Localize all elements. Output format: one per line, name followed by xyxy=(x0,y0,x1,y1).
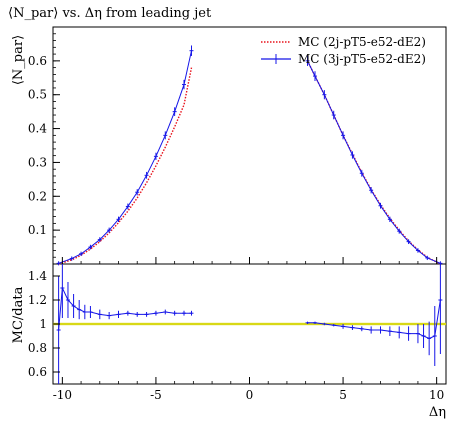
ratio-y-axis-label: MC/data xyxy=(11,286,26,343)
x-tick-label: 10 xyxy=(429,388,444,402)
ratio-y-tick-label: 1.2 xyxy=(28,293,47,307)
y-tick-label: 0.3 xyxy=(28,155,47,169)
x-tick-label: 0 xyxy=(246,388,254,402)
y-tick-label: 0.5 xyxy=(28,88,47,102)
x-axis-label: Δη xyxy=(429,405,446,420)
ratio-y-tick-label: 0.8 xyxy=(28,341,47,355)
y-tick-label: 0.6 xyxy=(28,54,47,68)
y-tick-label: 0.1 xyxy=(28,223,47,237)
y-tick-label: 0.4 xyxy=(28,122,47,136)
x-tick-label: -10 xyxy=(53,388,72,402)
x-tick-label: -5 xyxy=(150,388,162,402)
series-2-line-left xyxy=(58,50,192,264)
ratio-y-tick-label: 1 xyxy=(39,317,47,331)
y-tick-label: 0.2 xyxy=(28,189,47,203)
ratio-y-tick-label: 1.4 xyxy=(28,269,47,283)
series-1-line-left xyxy=(58,67,193,265)
ratio-plot-area xyxy=(53,264,446,384)
ratio-line-right xyxy=(307,299,441,339)
legend: MC (2j-pT5-e52-dE2) MC (3j-pT5-e52-dE2) xyxy=(261,35,426,66)
legend-label-series-2: MC (3j-pT5-e52-dE2) xyxy=(298,52,426,66)
axes: -10 -5 0 5 10 0.1 0.2 0.3 0.4 0.5 0.6 0.6 0.8 1 1.2 1.4 xyxy=(28,33,444,402)
ratio-y-tick-label: 0.6 xyxy=(28,365,47,379)
series-2-line-right xyxy=(307,60,441,264)
y-axis-label: ⟨N_par⟩ xyxy=(11,35,26,85)
main-plot-area xyxy=(56,45,443,266)
legend-label-series-1: MC (2j-pT5-e52-dE2) xyxy=(298,35,426,49)
series-1-line-right xyxy=(306,60,441,265)
chart-title: ⟨N_par⟩ vs. Δη from leading jet xyxy=(8,6,212,21)
x-tick-label: 5 xyxy=(339,388,347,402)
